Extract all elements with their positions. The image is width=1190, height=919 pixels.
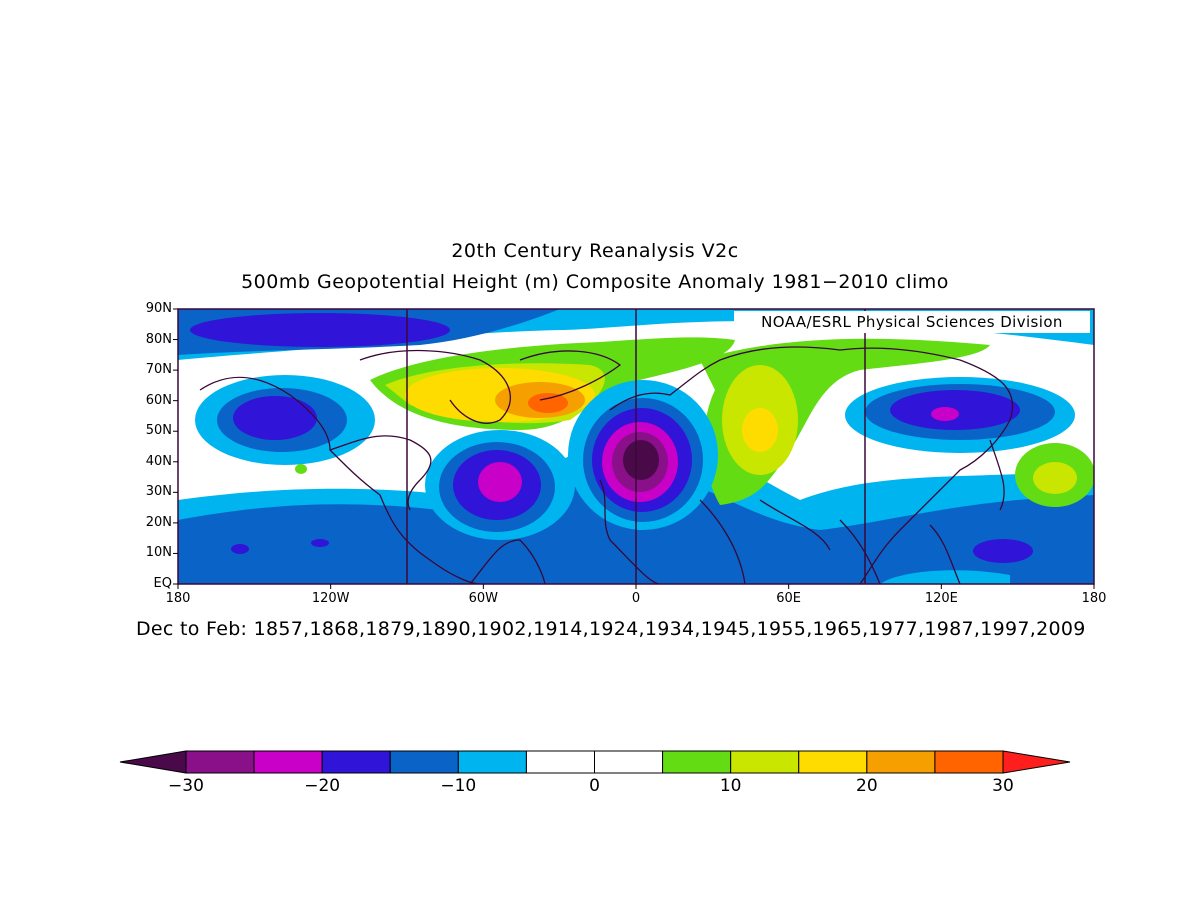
colorbar-swatch [457, 750, 527, 774]
lon-tick-label: 60W [468, 591, 499, 606]
colorbar-label: 0 [589, 776, 600, 796]
coastlines [199, 346, 1014, 584]
lat-tick-label: 50N [145, 423, 172, 439]
credit-label: NOAA/ESRL Physical Sciences Division [734, 311, 1090, 333]
colorbar-label: −10 [440, 776, 477, 796]
lat-tick-label: 90N [145, 301, 172, 316]
composite-years: Dec to Feb: 1857,1868,1879,1890,1902,191… [136, 618, 1086, 640]
lon-tick-label: 120E [924, 591, 958, 606]
colorbar-max-arrow [1002, 750, 1071, 774]
colorbar-swatch [321, 750, 391, 774]
lat-tick-label: 40N [145, 453, 172, 469]
grid-meridians [406, 309, 866, 584]
chart-title: 20th Century Reanalysis V2c [451, 240, 739, 262]
lat-tick-label: EQ [153, 576, 172, 591]
colorbar [119, 750, 1071, 774]
colorbar-label: −20 [304, 776, 341, 796]
colorbar-swatch [253, 750, 323, 774]
lat-tick-label: 70N [145, 362, 172, 378]
colorbar-swatch [662, 750, 732, 774]
colorbar-label: 30 [992, 776, 1014, 796]
colorbar-swatch [594, 750, 664, 774]
lat-tick-label: 60N [145, 392, 172, 408]
lon-tick-label: 180 [165, 591, 191, 606]
colorbar-swatch [525, 750, 596, 774]
colorbar-swatch [866, 750, 936, 774]
chart-subtitle: 500mb Geopotential Height (m) Composite … [241, 271, 949, 293]
lon-tick-label: 180 [1081, 591, 1107, 606]
colorbar-swatch [185, 750, 255, 774]
lon-tick-label: 120W [311, 591, 350, 606]
colorbar-swatch [389, 750, 459, 774]
colorbar-swatch [730, 750, 800, 774]
colorbar-swatch [934, 750, 1004, 774]
lon-tick-label: 60E [776, 591, 802, 606]
lat-tick-label: 80N [145, 331, 172, 347]
lat-tick-label: 30N [145, 484, 172, 500]
lat-tick-label: 20N [145, 514, 172, 530]
lat-tick-label: 10N [145, 545, 172, 561]
colorbar-label: 10 [719, 776, 742, 796]
colorbar-label: 20 [856, 776, 878, 796]
lon-tick-label: 0 [631, 591, 641, 606]
colorbar-label: −30 [168, 776, 204, 796]
colorbar-swatch [798, 750, 868, 774]
colorbar-min-arrow [119, 750, 187, 774]
